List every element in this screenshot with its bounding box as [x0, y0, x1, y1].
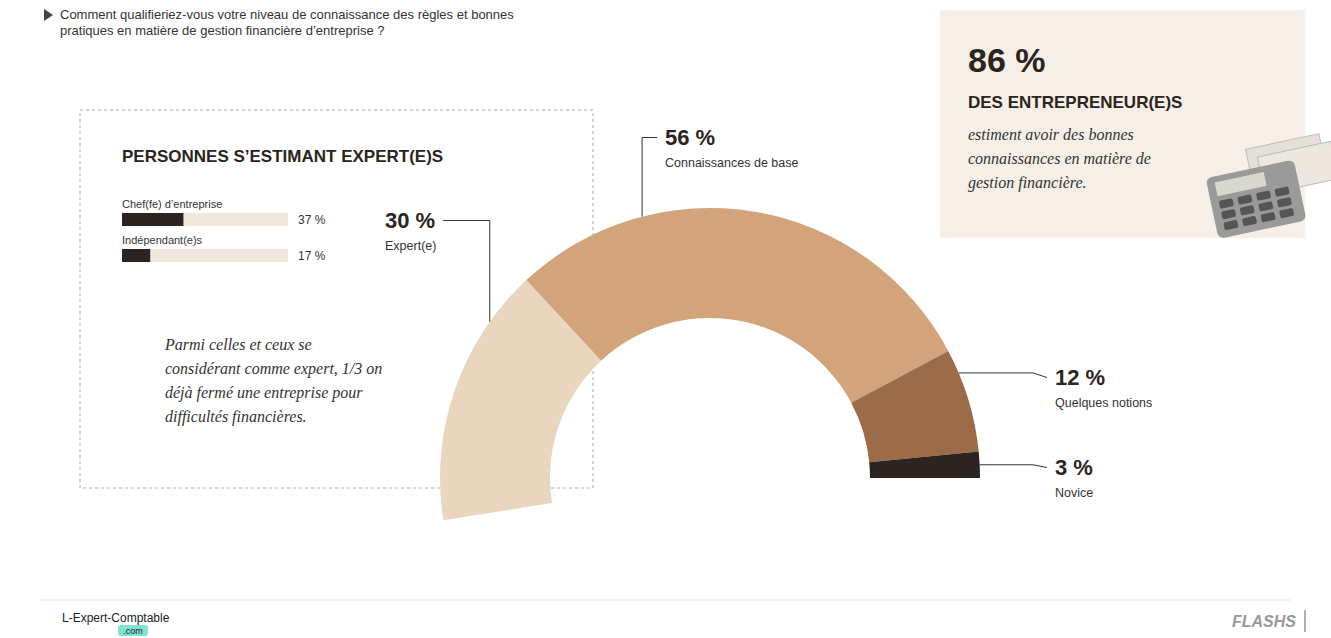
calculator-body	[1206, 160, 1307, 239]
category-label: Quelques notions	[1055, 396, 1152, 410]
text-line: gestion financière.	[968, 174, 1087, 192]
footer-rule	[40, 600, 1291, 601]
data-label: 56 %	[665, 125, 715, 150]
calculator-key	[1256, 190, 1271, 201]
calculator-key	[1237, 194, 1252, 205]
value-range	[122, 249, 288, 262]
leader-line	[980, 465, 1047, 468]
highlight-title: DES ENTREPRENEUR(E)S	[968, 93, 1182, 112]
bars	[122, 213, 183, 262]
brand-badge	[118, 625, 148, 636]
slice	[869, 452, 980, 478]
donut	[440, 208, 980, 520]
brand: L-Expert-Comptable	[62, 611, 170, 625]
value-range	[122, 213, 288, 226]
brand-suffix: .com	[123, 626, 143, 636]
data-label: 12 %	[1055, 365, 1105, 390]
question: Comment qualifieriez-vous votre niveau d…	[60, 7, 514, 38]
slice	[526, 208, 948, 403]
calculator-key	[1223, 220, 1238, 231]
calculator-key	[1242, 216, 1257, 227]
infographic: Comment qualifieriez-vous votre niveau d…	[0, 0, 1331, 638]
source: FLASHS	[1232, 613, 1296, 630]
text-line: difficultés financières.	[165, 408, 307, 426]
category-label: Chef(fe) d’entreprise	[122, 198, 222, 210]
calculator-key	[1279, 208, 1294, 219]
category-label: Indépendant(e)s	[122, 234, 203, 246]
bar	[122, 213, 183, 226]
leader-line	[642, 138, 657, 217]
text-line: considérant comme expert, 1/3 on	[165, 360, 382, 378]
data-label: 17 %	[298, 249, 326, 263]
highlight-text: estiment avoir des bonnes connaissances e…	[968, 126, 1151, 192]
annotation: Parmi celles et ceux se considérant comme…	[164, 336, 382, 426]
category-label: Expert(e)	[385, 239, 436, 253]
slice	[851, 351, 979, 462]
text-line: Comment qualifieriez-vous votre niveau d…	[60, 7, 514, 22]
calculator-icon	[1201, 132, 1331, 239]
data-label: 3 %	[1055, 455, 1093, 480]
calculator-key	[1258, 201, 1273, 212]
calculator-key	[1219, 198, 1234, 209]
text-line: déjà fermé une entreprise pour	[165, 384, 363, 402]
text-line: connaissances en matière de	[968, 150, 1151, 167]
question-marker	[44, 9, 53, 21]
calculator-key	[1221, 209, 1236, 220]
data-label: 30 %	[385, 208, 435, 233]
calculator-key	[1277, 197, 1292, 208]
data-labels: 30 % Expert(e) 56 % Connaissances de base 12…	[385, 125, 1152, 500]
calculator-key	[1260, 212, 1275, 223]
bar	[122, 249, 150, 262]
text-line: Parmi celles et ceux se	[164, 336, 312, 353]
data-label: 37 %	[298, 213, 326, 227]
text-line: pratiques en matière de gestion financiè…	[60, 23, 384, 38]
category-label: Novice	[1055, 486, 1093, 500]
panel-title: PERSONNES S’ESTIMANT EXPERT(E)S	[122, 147, 443, 166]
calculator-key	[1240, 205, 1255, 216]
bar-chart: Chef(fe) d’entreprise 37 % Indépendant(e)s…	[122, 198, 326, 263]
leader-line	[959, 373, 1047, 378]
calculator-key	[1274, 186, 1289, 197]
source-bar	[1304, 610, 1306, 632]
leader-line	[443, 221, 490, 322]
text-line: estiment avoir des bonnes	[968, 126, 1134, 143]
highlight-value: 86 %	[968, 41, 1046, 79]
category-label: Connaissances de base	[665, 156, 798, 170]
